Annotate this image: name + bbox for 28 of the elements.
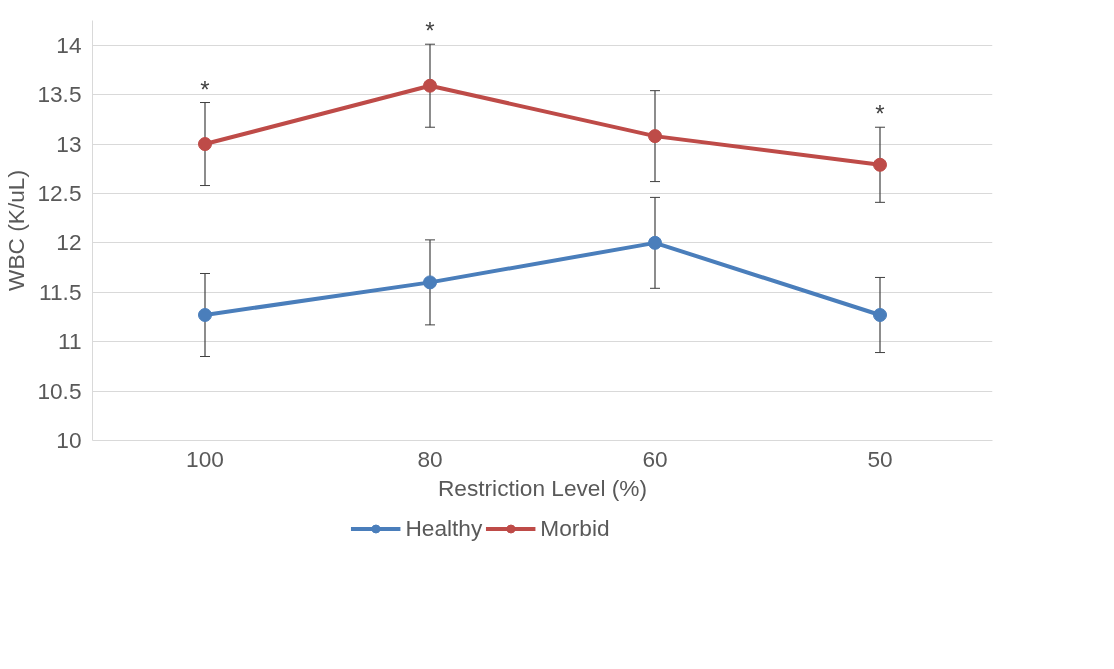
x-tick-label: 80 [417,445,443,472]
legend-label: Healthy [405,514,483,542]
y-tick-label: 12 [56,229,82,256]
legend-label: Morbid [540,514,610,542]
y-tick-label: 12.5 [37,179,82,206]
y-tick-label: 13.5 [37,81,82,108]
point [648,235,662,250]
y-tick-label: 13 [56,130,82,157]
point [423,78,437,93]
x-tick-label: 100 [186,445,224,472]
y-tick-label: 10 [56,427,82,453]
point [873,308,887,322]
y-tick-label: 14 [56,31,82,58]
annotation: * [875,100,885,128]
annotation: * [200,75,210,103]
annotation: * [425,17,435,45]
x-tick-label: 50 [867,445,893,472]
point [198,137,212,152]
point [873,157,887,172]
y-tick-label: 11 [57,328,82,355]
x-axis-title: Restriction Level (%) [438,474,648,501]
point [198,308,212,322]
point [648,129,662,144]
x-tick-label: 60 [642,445,668,472]
y-tick-label: 10.5 [37,377,82,404]
y-tick-label: 11.5 [39,278,82,305]
point [423,275,437,290]
y-axis-title: WBC (K/uL) [3,170,30,291]
